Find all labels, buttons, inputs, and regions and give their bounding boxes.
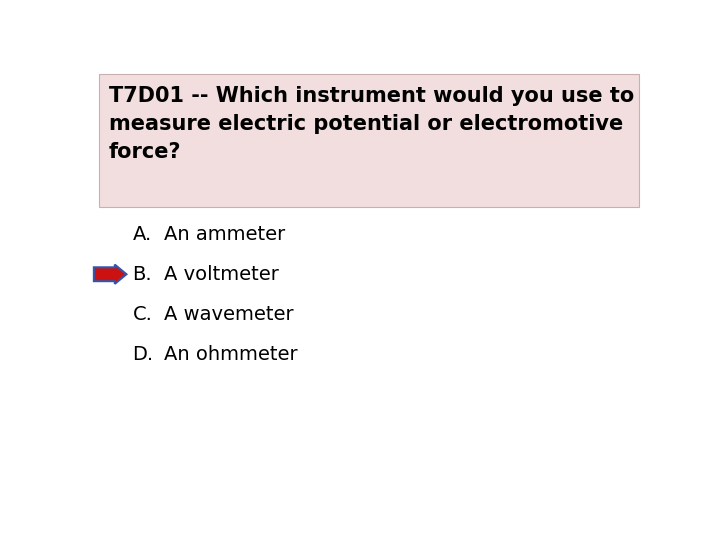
Text: B.: B. (132, 265, 152, 284)
Text: An ammeter: An ammeter (163, 225, 285, 244)
Text: A.: A. (132, 225, 152, 244)
Text: An ohmmeter: An ohmmeter (163, 345, 297, 364)
FancyArrow shape (94, 265, 127, 284)
Bar (99, 74, 639, 207)
Text: A wavemeter: A wavemeter (163, 305, 293, 324)
Text: A voltmeter: A voltmeter (163, 265, 279, 284)
Text: D.: D. (132, 345, 154, 364)
Text: T7D01 -- Which instrument would you use to
measure electric potential or electro: T7D01 -- Which instrument would you use … (109, 86, 634, 163)
Text: C.: C. (132, 305, 153, 324)
